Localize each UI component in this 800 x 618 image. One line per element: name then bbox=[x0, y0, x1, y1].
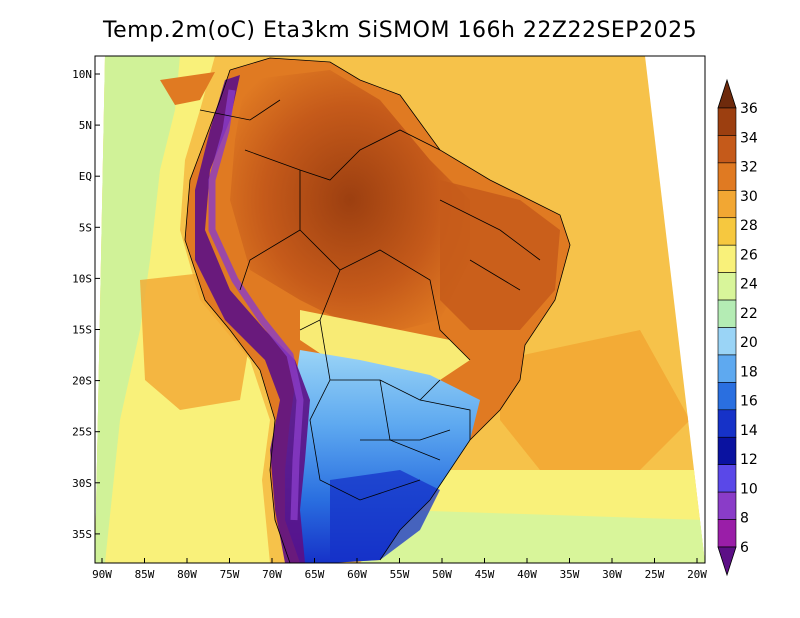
colorbar-label: 8 bbox=[740, 511, 749, 527]
y-axis: 10N 5N EQ 5S 10S 15S 20S 25S 30S 35S bbox=[72, 68, 100, 541]
x-tick-label: 85W bbox=[135, 568, 155, 581]
colorbar-label: 22 bbox=[740, 306, 758, 322]
colorbar-label: 26 bbox=[740, 247, 758, 263]
x-tick-label: 45W bbox=[475, 568, 495, 581]
colorbar-label: 20 bbox=[740, 335, 758, 351]
colorbar-label: 30 bbox=[740, 189, 758, 205]
x-tick-label: 65W bbox=[305, 568, 325, 581]
colorbar-band bbox=[717, 354, 737, 383]
country-borders bbox=[184, 57, 571, 563]
x-tick-label: 55W bbox=[390, 568, 410, 581]
y-tick-label: 10N bbox=[72, 68, 92, 81]
x-axis: 90W 85W 80W 75W 70W 65W 60W 55W 50W 45W 40W 35W 30W 2… bbox=[92, 558, 707, 581]
colorbar-label: 24 bbox=[740, 277, 758, 293]
colorbar-top-arrow bbox=[717, 78, 737, 109]
x-tick-label: 40W bbox=[517, 568, 537, 581]
colorbar-band bbox=[717, 491, 737, 520]
x-tick-label: 75W bbox=[220, 568, 240, 581]
x-tick-label: 80W bbox=[177, 568, 197, 581]
colorbar-label: 28 bbox=[740, 218, 758, 234]
colorbar-band bbox=[717, 436, 737, 465]
x-tick-label: 35W bbox=[560, 568, 580, 581]
pampas-cold-region bbox=[330, 470, 440, 560]
colorbar-bottom-arrow bbox=[717, 546, 737, 577]
colorbar-label: 10 bbox=[740, 481, 758, 497]
x-tick-label: 20W bbox=[687, 568, 707, 581]
x-tick-label: 60W bbox=[347, 568, 367, 581]
colorbar-band bbox=[717, 190, 737, 219]
colorbar-band bbox=[717, 519, 737, 548]
y-tick-label: 5S bbox=[79, 221, 92, 234]
colorbar-band bbox=[717, 135, 737, 164]
colorbar-band bbox=[717, 327, 737, 356]
y-tick-label: 20S bbox=[72, 375, 92, 388]
y-tick-label: 35S bbox=[72, 528, 92, 541]
x-tick-label: 90W bbox=[92, 568, 112, 581]
y-tick-label: 10S bbox=[72, 272, 92, 285]
colorbar-band bbox=[717, 382, 737, 411]
colorbar-band bbox=[717, 409, 737, 438]
caribbean-warm bbox=[160, 72, 215, 105]
colorbar-label: 32 bbox=[740, 160, 758, 176]
colorbar-label: 16 bbox=[740, 394, 758, 410]
y-tick-label: 25S bbox=[72, 426, 92, 439]
pacific-cold-band bbox=[95, 56, 180, 563]
temperature-field bbox=[95, 56, 705, 563]
y-tick-label: EQ bbox=[79, 170, 92, 183]
northeast-hot-region bbox=[440, 180, 560, 330]
colorbar-band bbox=[717, 299, 737, 328]
south-atlantic-cold bbox=[360, 510, 705, 563]
x-tick-label: 30W bbox=[602, 568, 622, 581]
colorbar-label: 14 bbox=[740, 423, 758, 439]
y-tick-label: 15S bbox=[72, 324, 92, 337]
x-tick-label: 25W bbox=[645, 568, 665, 581]
x-tick-label: 70W bbox=[262, 568, 282, 581]
amazon-hot-region bbox=[230, 70, 470, 330]
colorbar-label: 36 bbox=[740, 101, 758, 117]
colorbar-band bbox=[717, 464, 737, 493]
colorbar-band bbox=[717, 244, 737, 273]
andes-highlands bbox=[208, 89, 304, 521]
x-tick-label: 50W bbox=[432, 568, 452, 581]
colorbar-label: 34 bbox=[740, 130, 758, 146]
colorbar: 36 34 32 30 28 26 24 22 20 18 16 14 12 10 8 6 bbox=[717, 78, 758, 577]
colorbar-band bbox=[717, 217, 737, 246]
atlantic-warm-patch bbox=[500, 330, 690, 470]
colorbar-label: 6 bbox=[740, 540, 749, 556]
colorbar-label: 12 bbox=[740, 452, 758, 468]
y-tick-label: 30S bbox=[72, 477, 92, 490]
colorbar-band bbox=[717, 162, 737, 191]
colorbar-label: 18 bbox=[740, 364, 758, 380]
andes-cold-ridge bbox=[195, 75, 310, 563]
map-title: Temp.2m(oC) Eta3km SiSMOM 166h 22Z22SEP2… bbox=[102, 18, 698, 43]
colorbar-band bbox=[717, 107, 737, 136]
y-tick-label: 5N bbox=[79, 119, 92, 132]
colorbar-band bbox=[717, 272, 737, 301]
